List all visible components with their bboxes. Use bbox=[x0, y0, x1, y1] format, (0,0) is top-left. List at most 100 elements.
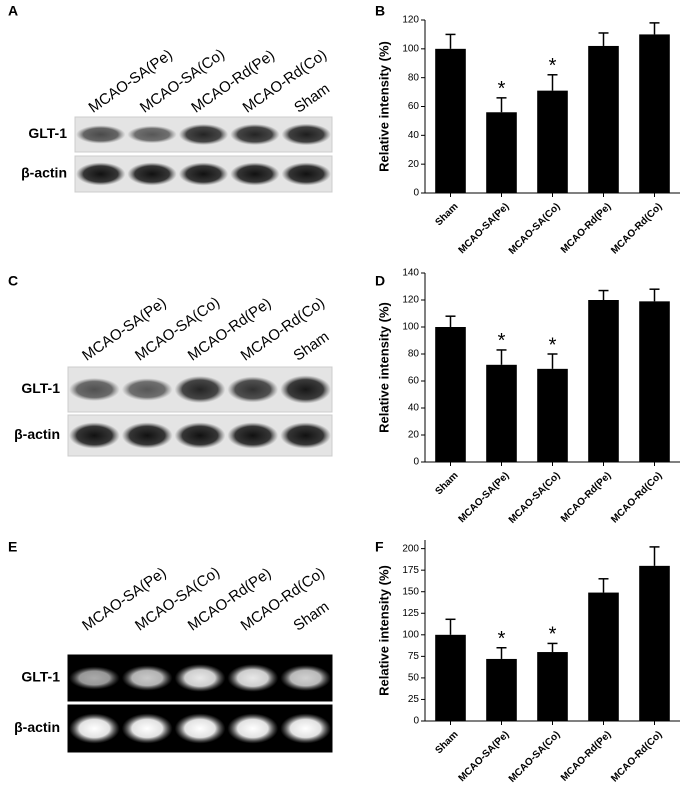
band bbox=[69, 713, 120, 744]
lane-label: Sham bbox=[291, 80, 333, 116]
x-tick-label: MCAO-SA(Pe) bbox=[457, 470, 512, 525]
panel-label: C bbox=[8, 273, 18, 289]
significance-marker: * bbox=[549, 55, 557, 77]
band bbox=[174, 422, 226, 449]
panel-label: B bbox=[375, 3, 385, 19]
row-label: β-actin bbox=[14, 426, 60, 442]
band bbox=[280, 422, 331, 449]
y-tick-label: 60 bbox=[408, 376, 420, 387]
y-tick-label: 125 bbox=[402, 608, 419, 619]
x-tick-label: MCAO-Rd(Pe) bbox=[559, 729, 614, 784]
x-tick-label: MCAO-Rd(Pe) bbox=[559, 470, 614, 525]
y-tick-label: 100 bbox=[402, 322, 419, 333]
y-tick-label: 100 bbox=[402, 43, 419, 54]
band bbox=[178, 123, 229, 146]
significance-marker: * bbox=[498, 330, 506, 352]
x-tick-label: MCAO-SA(Pe) bbox=[457, 201, 512, 256]
band bbox=[227, 713, 279, 744]
significance-marker: * bbox=[498, 628, 506, 650]
band bbox=[174, 664, 226, 692]
band bbox=[76, 162, 126, 186]
band bbox=[230, 123, 280, 146]
y-tick-label: 40 bbox=[408, 130, 420, 141]
bar bbox=[639, 34, 670, 193]
y-tick-label: 75 bbox=[408, 651, 420, 662]
y-tick-label: 0 bbox=[413, 457, 419, 468]
row-label: GLT-1 bbox=[21, 380, 60, 396]
bar bbox=[435, 327, 466, 462]
band bbox=[227, 376, 279, 403]
band bbox=[227, 422, 279, 449]
band bbox=[281, 123, 331, 146]
row-label: GLT-1 bbox=[28, 125, 67, 141]
x-tick-label: MCAO-Rd(Co) bbox=[609, 729, 664, 784]
bar bbox=[486, 364, 517, 462]
y-tick-label: 80 bbox=[408, 349, 420, 360]
bar bbox=[588, 45, 619, 194]
y-tick-label: 0 bbox=[413, 716, 419, 727]
band bbox=[280, 375, 331, 404]
y-tick-label: 140 bbox=[402, 268, 419, 279]
panel-label: D bbox=[375, 273, 385, 289]
bar bbox=[537, 90, 568, 193]
y-axis-label: Relative intensity (%) bbox=[376, 302, 391, 433]
bar bbox=[486, 658, 517, 721]
panel-label: E bbox=[8, 539, 17, 555]
band bbox=[174, 375, 226, 404]
band bbox=[121, 713, 173, 744]
bar bbox=[537, 368, 568, 462]
lane-label: Sham bbox=[290, 328, 332, 364]
bar bbox=[588, 592, 619, 721]
x-tick-label: MCAO-SA(Pe) bbox=[457, 729, 512, 784]
bar bbox=[435, 634, 466, 721]
y-tick-label: 100 bbox=[402, 629, 419, 640]
x-tick-label: MCAO-Rd(Co) bbox=[609, 201, 664, 256]
band bbox=[121, 378, 173, 401]
band bbox=[178, 162, 229, 186]
y-tick-label: 200 bbox=[402, 543, 419, 554]
y-tick-label: 50 bbox=[408, 673, 420, 684]
band bbox=[127, 125, 177, 144]
band bbox=[121, 422, 173, 449]
y-tick-label: 25 bbox=[408, 694, 420, 705]
band bbox=[230, 162, 280, 186]
y-tick-label: 150 bbox=[402, 586, 419, 597]
y-tick-label: 80 bbox=[408, 72, 420, 83]
y-tick-label: 20 bbox=[408, 430, 420, 441]
y-tick-label: 20 bbox=[408, 159, 420, 170]
y-tick-label: 40 bbox=[408, 403, 420, 414]
x-tick-label: MCAO-SA(Co) bbox=[507, 470, 563, 526]
bar bbox=[537, 652, 568, 721]
significance-marker: * bbox=[549, 624, 557, 646]
band bbox=[174, 713, 226, 744]
band bbox=[227, 664, 279, 692]
band bbox=[281, 162, 331, 186]
x-tick-label: MCAO-Rd(Co) bbox=[609, 470, 664, 525]
band bbox=[69, 422, 120, 449]
row-label: β-actin bbox=[21, 165, 67, 181]
y-tick-label: 120 bbox=[402, 295, 419, 306]
panel-label: A bbox=[8, 3, 18, 19]
panel-label: F bbox=[375, 539, 384, 555]
bar bbox=[639, 301, 670, 462]
lane-label: Sham bbox=[290, 598, 332, 634]
significance-marker: * bbox=[498, 78, 506, 100]
lane-label: MCAO-SA(Pe) bbox=[86, 46, 176, 116]
x-tick-label: MCAO-Rd(Pe) bbox=[559, 201, 614, 256]
band bbox=[69, 377, 120, 402]
x-tick-label: MCAO-SA(Co) bbox=[507, 201, 563, 257]
y-tick-label: 60 bbox=[408, 101, 420, 112]
y-tick-label: 0 bbox=[413, 188, 419, 199]
x-tick-label: MCAO-SA(Co) bbox=[507, 729, 563, 785]
y-axis-label: Relative intensity (%) bbox=[376, 565, 391, 696]
y-tick-label: 175 bbox=[402, 565, 419, 576]
bar bbox=[435, 48, 466, 194]
band bbox=[69, 666, 120, 690]
row-label: GLT-1 bbox=[21, 669, 60, 685]
row-label: β-actin bbox=[14, 719, 60, 735]
band bbox=[127, 162, 177, 186]
y-tick-label: 120 bbox=[402, 15, 419, 26]
bar bbox=[486, 112, 517, 193]
band bbox=[76, 125, 126, 144]
